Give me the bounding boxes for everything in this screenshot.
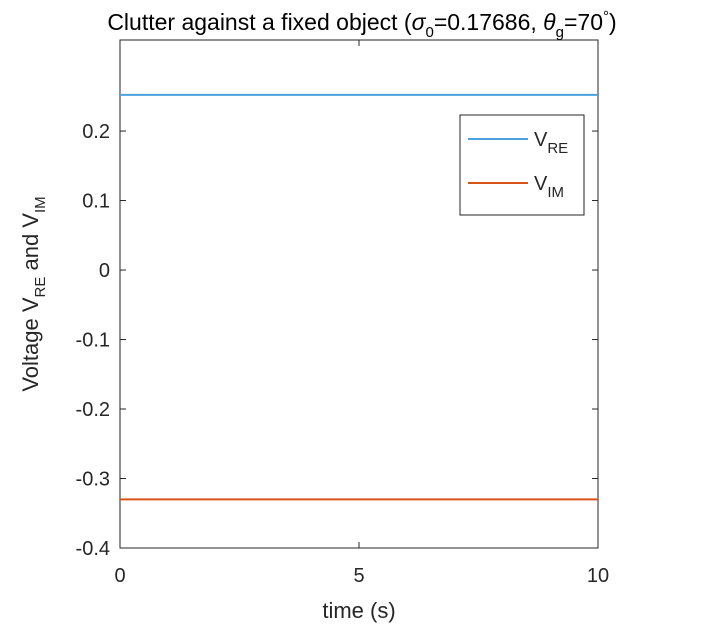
label-part: Voltage V xyxy=(18,297,43,392)
legend-entry: VIM xyxy=(534,173,564,201)
y-axis-label: Voltage VRE and VIM xyxy=(18,196,49,391)
title-part: 0 xyxy=(425,24,433,41)
title-part: =0.17686, xyxy=(434,9,543,35)
legend-part: RE xyxy=(547,140,568,157)
title-part: θ xyxy=(543,9,556,35)
legend-box xyxy=(459,114,585,216)
chart-title: Clutter against a fixed object (σ0=0.176… xyxy=(107,8,616,41)
legend-part: IM xyxy=(547,184,564,201)
label-part: IM xyxy=(32,196,49,213)
title-part: ) xyxy=(609,9,617,35)
y-tick-label: -0.1 xyxy=(76,330,110,352)
label-part: and V xyxy=(18,213,43,277)
title-part: σ xyxy=(412,9,427,35)
y-tick-label: -0.4 xyxy=(76,538,110,560)
x-tick-label: 5 xyxy=(353,565,364,587)
title-part: g xyxy=(556,24,564,41)
title-part: ° xyxy=(603,8,609,25)
title-part: Clutter against a fixed object ( xyxy=(107,9,412,35)
x-axis-label: time (s) xyxy=(322,598,395,623)
x-tick-label: 0 xyxy=(114,565,125,587)
y-tick-label: 0.1 xyxy=(82,191,110,213)
y-tick-label: 0 xyxy=(99,260,110,282)
legend-part: V xyxy=(534,129,548,151)
legend-entry: VRE xyxy=(534,129,568,157)
label-part: RE xyxy=(32,277,49,298)
y-tick-label: -0.2 xyxy=(76,399,110,421)
x-tick-label: 10 xyxy=(587,565,609,587)
title-part: =70 xyxy=(564,9,603,35)
y-tick-label: 0.2 xyxy=(82,121,110,143)
legend-part: V xyxy=(534,173,548,195)
y-tick-label: -0.3 xyxy=(76,469,110,491)
